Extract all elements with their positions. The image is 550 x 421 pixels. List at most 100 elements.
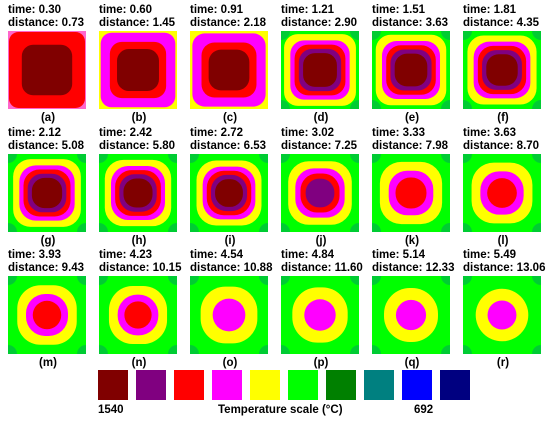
temperature-contour-map: [99, 154, 177, 232]
panel-distance-label: distance: 4.35: [463, 17, 540, 29]
contour-corner: [372, 345, 381, 354]
contour-corner: [8, 345, 17, 354]
temperature-contour-map: [190, 276, 268, 354]
panel-distance-label: distance: 2.90: [281, 17, 358, 29]
contour-corner: [281, 345, 290, 354]
panel-p: time: 4.84 distance: 11.60 (p): [281, 249, 363, 373]
scale-swatch: [212, 370, 242, 400]
scale-swatch: [402, 370, 432, 400]
temperature-contour-map: [281, 154, 359, 232]
panel-distance-label: distance: 2.18: [190, 17, 267, 29]
scale-title: Temperature scale (°C): [218, 404, 343, 416]
contour-corner: [532, 154, 541, 163]
temperature-contour-map: [99, 276, 177, 354]
panel-c: time: 0.91 distance: 2.18 (c): [190, 4, 270, 128]
panel-time-label: time: 3.02: [281, 127, 335, 139]
contour-corner: [463, 31, 472, 40]
contour-corner: [372, 31, 381, 40]
panel-letter: (o): [222, 357, 238, 369]
contour-corner: [441, 154, 450, 163]
contour-corner: [8, 276, 17, 285]
panel-letter: (j): [315, 235, 327, 247]
contour-corner: [168, 276, 177, 285]
temperature-contour-map: [190, 31, 268, 109]
contour-corner: [350, 154, 359, 163]
contour-corner: [532, 345, 541, 354]
scale-swatch: [174, 370, 204, 400]
temperature-contour-map: [281, 31, 359, 109]
temperature-contour-map: [8, 276, 86, 354]
panel-distance-label: distance: 13.06: [463, 262, 546, 274]
contour-corner: [372, 223, 381, 232]
scale-swatch: [250, 370, 280, 400]
panel-distance-label: distance: 9.43: [8, 262, 85, 274]
contour-band: [487, 300, 517, 330]
contour-corner: [350, 100, 359, 109]
panel-b: time: 0.60 distance: 1.45 (b): [99, 4, 179, 128]
contour-corner: [350, 223, 359, 232]
contour-corner: [281, 276, 290, 285]
panel-time-label: time: 0.30: [8, 4, 62, 16]
panel-letter: (f): [497, 112, 509, 124]
panel-distance-label: distance: 11.60: [281, 262, 363, 274]
panel-time-label: time: 5.14: [372, 249, 426, 261]
panel-k: time: 3.33 distance: 7.98 (k): [372, 127, 452, 251]
panel-letter: (l): [497, 235, 509, 247]
contour-corner: [532, 31, 541, 40]
contour-band: [304, 299, 336, 331]
panel-h: time: 2.42 distance: 5.80 (h): [99, 127, 179, 251]
contour-corner: [8, 223, 17, 232]
contour-band: [215, 179, 243, 207]
panel-time-label: time: 3.63: [463, 127, 517, 139]
scale-swatch: [288, 370, 318, 400]
contour-corner: [350, 31, 359, 40]
panel-time-label: time: 2.72: [190, 127, 244, 139]
contour-band: [208, 49, 250, 91]
contour-corner: [259, 345, 268, 354]
panel-d: time: 1.21 distance: 2.90 (d): [281, 4, 361, 128]
panel-e: time: 1.51 distance: 3.63 (e): [372, 4, 452, 128]
contour-corner: [532, 100, 541, 109]
temperature-contour-map: [463, 31, 541, 109]
panel-letter: (a): [40, 112, 56, 124]
contour-corner: [463, 154, 472, 163]
contour-band: [117, 49, 159, 91]
contour-corner: [463, 223, 472, 232]
panel-distance-label: distance: 7.98: [372, 140, 449, 152]
contour-corner: [168, 345, 177, 354]
contour-band: [395, 299, 427, 331]
contour-corner: [441, 223, 450, 232]
panel-time-label: time: 2.42: [99, 127, 153, 139]
panel-a: time: 0.30 distance: 0.73 (a): [8, 4, 88, 128]
temperature-contour-map: [372, 31, 450, 109]
temperature-contour-map: [99, 31, 177, 109]
contour-band: [486, 54, 518, 86]
temperature-contour-map: [8, 154, 86, 232]
temperature-contour-map: [8, 31, 86, 109]
panel-time-label: time: 0.91: [190, 4, 244, 16]
contour-corner: [281, 100, 290, 109]
panel-g: time: 2.12 distance: 5.08 (g): [8, 127, 88, 251]
contour-corner: [441, 100, 450, 109]
contour-corner: [99, 345, 108, 354]
panel-time-label: time: 1.81: [463, 4, 517, 16]
contour-band: [123, 178, 153, 208]
contour-corner: [8, 154, 17, 163]
panel-time-label: time: 1.21: [281, 4, 335, 16]
panel-distance-label: distance: 7.25: [281, 140, 358, 152]
panel-letter: (b): [131, 112, 147, 124]
panel-distance-label: distance: 8.70: [463, 140, 540, 152]
panel-distance-label: distance: 6.53: [190, 140, 267, 152]
panel-time-label: time: 3.33: [372, 127, 426, 139]
temperature-contour-map: [190, 154, 268, 232]
contour-corner: [441, 276, 450, 285]
contour-corner: [463, 276, 472, 285]
panel-q: time: 5.14 distance: 12.33 (q): [372, 249, 454, 373]
panel-time-label: time: 4.23: [99, 249, 153, 261]
contour-corner: [532, 276, 541, 285]
contour-corner: [77, 154, 86, 163]
contour-corner: [372, 100, 381, 109]
panel-time-label: time: 4.84: [281, 249, 335, 261]
contour-corner: [77, 345, 86, 354]
contour-band: [21, 44, 73, 96]
